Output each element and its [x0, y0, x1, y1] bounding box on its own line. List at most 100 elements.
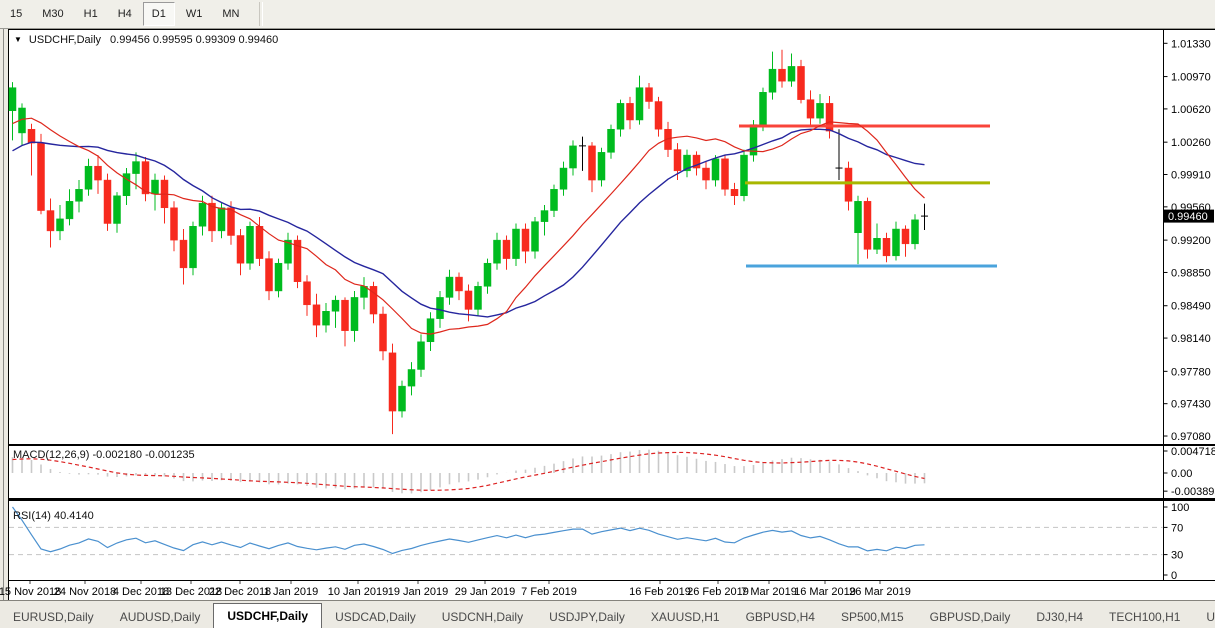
timeframe-button-H4[interactable]: H4 — [117, 8, 132, 20]
price-axis: 1.013301.009701.006201.002600.999100.995… — [1163, 38, 1214, 443]
candle — [236, 229, 245, 276]
macd-indicator-label: MACD(12,26,9) -0.002180 -0.001235 — [13, 449, 195, 461]
date-axis-label: 19 Jan 2019 — [388, 586, 449, 598]
tab-GBPUSD-H4[interactable]: GBPUSD,H4 — [745, 610, 815, 624]
candle — [94, 155, 102, 194]
tab-GBPUSD-Daily[interactable]: GBPUSD,Daily — [929, 610, 1011, 624]
candle — [37, 133, 45, 215]
price-axis-label: 0.97080 — [1171, 431, 1211, 443]
timeframe-button-15[interactable]: 15 — [10, 8, 23, 20]
candle — [350, 290, 359, 342]
date-axis-label: 22 Dec 2018 — [209, 586, 271, 598]
candle — [579, 136, 586, 171]
macd-axis: 0.004718 0.00 -0.003893 — [1163, 446, 1215, 498]
tab-EURUSD-Daily[interactable]: EURUSD,Daily — [13, 610, 94, 624]
candle — [170, 201, 178, 252]
rsi-axis-label: 0 — [1171, 570, 1177, 582]
candle — [588, 142, 596, 193]
price-axis-label: 0.98490 — [1171, 301, 1211, 313]
rsi-indicator-label: RSI(14) 40.4140 — [13, 510, 94, 522]
candle — [132, 152, 140, 190]
candle — [141, 156, 150, 202]
tab-U[interactable]: U — [1206, 610, 1215, 624]
candle — [778, 49, 786, 88]
candle — [664, 121, 672, 157]
macd-panel — [11, 449, 926, 494]
price-axis-label: 0.99200 — [1171, 235, 1211, 247]
current-price-badge: 0.99460 — [1164, 209, 1214, 223]
candle — [550, 184, 558, 218]
candle — [331, 295, 340, 328]
price-axis-label: 0.99910 — [1171, 170, 1211, 182]
symbol-dropdown-icon[interactable]: ▼ — [14, 35, 22, 44]
timeframe-button-W1[interactable]: W1 — [185, 8, 203, 20]
date-axis-label: 29 Jan 2019 — [455, 586, 516, 598]
rsi-axis-label: 30 — [1171, 550, 1183, 562]
rsi-panel — [9, 506, 1163, 556]
timeframe-button-D1[interactable]: D1 — [142, 2, 175, 26]
candle — [122, 168, 131, 206]
candle — [246, 221, 254, 270]
price-axis-label: 1.00620 — [1171, 104, 1211, 116]
candles-layer — [8, 49, 928, 435]
candle — [654, 96, 663, 137]
timeframe-button-H1[interactable]: H1 — [83, 8, 98, 20]
candle — [474, 281, 482, 316]
chart-background — [0, 29, 1215, 601]
candle — [379, 306, 387, 361]
macd-axis-label: 0.004718 — [1171, 446, 1215, 458]
candle — [797, 59, 805, 104]
timeframe-button-M30[interactable]: M30 — [42, 8, 64, 20]
date-axis-label: 13 Dec 2018 — [160, 586, 222, 598]
candle — [597, 147, 606, 187]
candle — [787, 53, 796, 87]
candle — [806, 90, 815, 125]
candle — [816, 94, 824, 124]
date-axis-label: 1 Jan 2019 — [264, 586, 318, 598]
date-axis-label: 24 Nov 2018 — [54, 586, 116, 598]
tab-DJ30-H4[interactable]: DJ30,H4 — [1036, 610, 1084, 624]
candle — [540, 205, 549, 236]
candle — [873, 223, 881, 254]
rsi-line — [12, 506, 925, 555]
candle — [493, 232, 501, 270]
candle — [407, 362, 416, 396]
candle — [844, 161, 853, 211]
tab-USDCHF-Daily[interactable]: USDCHF,Daily — [213, 603, 323, 628]
candle — [179, 229, 188, 285]
candle — [8, 82, 17, 141]
candle — [607, 124, 615, 159]
candle — [46, 198, 55, 248]
candle — [702, 161, 710, 190]
tab-AUDUSD-Daily[interactable]: AUDUSD,Daily — [119, 610, 201, 624]
candle — [825, 95, 834, 139]
candle — [312, 293, 321, 338]
tab-USDCAD-Daily[interactable]: USDCAD,Daily — [335, 610, 416, 624]
toolbar-separator — [259, 2, 264, 26]
candle — [189, 221, 197, 276]
candle — [27, 123, 36, 176]
candle — [502, 235, 511, 270]
tab-TECH100-H1[interactable]: TECH100,H1 — [1109, 610, 1181, 624]
candle — [740, 149, 748, 202]
tab-USDCNH-Daily[interactable]: USDCNH,Daily — [441, 610, 524, 624]
candle — [635, 75, 644, 125]
timeframe-button-MN[interactable]: MN — [222, 8, 240, 20]
candle — [626, 96, 634, 130]
candle — [303, 275, 311, 316]
candle — [901, 225, 910, 257]
date-axis-label: 16 Feb 2019 — [629, 586, 691, 598]
price-axis-label: 0.97430 — [1171, 399, 1211, 411]
candle — [911, 214, 919, 250]
tab-USDJPY-Daily[interactable]: USDJPY,Daily — [549, 610, 625, 624]
price-axis-label: 0.98850 — [1171, 267, 1211, 279]
candle — [322, 302, 330, 333]
candle — [692, 151, 701, 176]
candle — [426, 312, 435, 352]
candle — [227, 201, 235, 245]
candle — [892, 221, 900, 261]
tab-XAUUSD-H1[interactable]: XAUUSD,H1 — [650, 610, 720, 624]
tab-SP500-M15[interactable]: SP500,M15 — [840, 610, 904, 624]
date-axis-label: 10 Jan 2019 — [328, 586, 389, 598]
candle — [711, 155, 720, 187]
